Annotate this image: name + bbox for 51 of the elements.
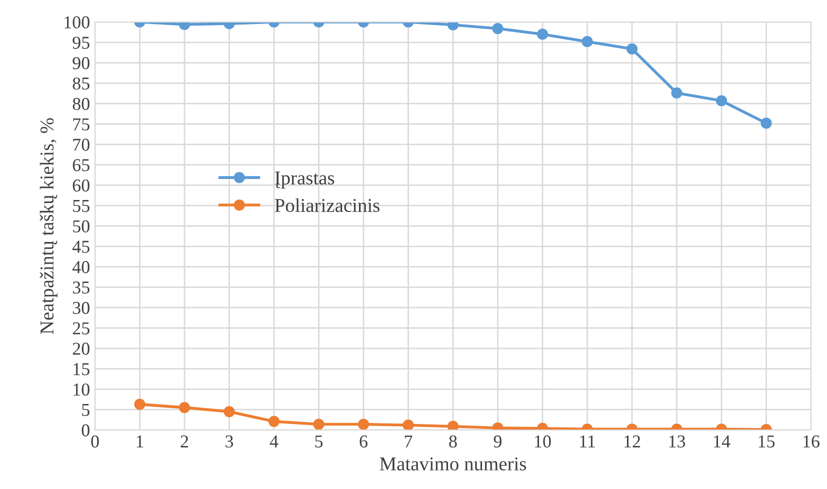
y-tick-label: 50 [73,220,90,232]
y-tick-label: 30 [72,302,90,314]
y-tick-label: 90 [72,57,90,70]
legend-label: Įprastas [275,172,334,188]
y-tick-label: 40 [72,261,90,274]
point [224,406,235,418]
y-tick-label: 25 [72,322,90,334]
y-tick-label: 10 [74,383,90,396]
y-tick-label: 75 [73,118,90,130]
x-tick-label: 2 [180,435,188,448]
x-tick-label: 14 [714,435,730,448]
legend-label: Poliarizacinis [274,198,380,212]
x-tick-label: 10 [535,435,551,448]
y-tick-label: 60 [72,179,90,192]
y-tick-label: 15 [74,363,90,376]
x-tick-label: 8 [449,435,457,448]
y-tick-label: 55 [73,200,90,212]
y-tick-label: 45 [72,240,90,253]
x-tick-label: 6 [360,435,368,448]
x-tick-label: 7 [404,436,412,448]
y-tick-label: 80 [72,98,90,110]
x-tick-label: 13 [669,435,686,448]
point [447,420,459,430]
y-tick-label: 5 [82,404,90,416]
y-tick-label: 0 [82,424,90,436]
x-tick-label: 15 [758,435,775,448]
x-axis-title: Matavimo numeris [380,457,526,470]
point [760,118,772,129]
x-tick-label: 9 [494,435,502,448]
y-axis-title: Neatpažintų taškų kiekis, % [40,118,58,334]
point [358,418,370,430]
y-tick-label: 100 [64,16,90,28]
x-tick-label: 12 [624,435,640,448]
point [268,416,280,427]
x-tick-label: 16 [804,435,820,448]
y-tick-label: 95 [72,36,90,49]
x-tick-label: 5 [315,436,323,448]
point [313,418,324,430]
y-tick-label: 65 [72,159,90,172]
x-tick-label: 0 [91,435,99,448]
x-tick-label: 1 [136,435,144,448]
y-tick-label: 85 [72,77,90,90]
point [178,402,190,414]
point [402,420,414,430]
y-tick-label: 20 [72,342,90,355]
x-tick-label: 3 [226,435,234,448]
point [134,398,146,410]
x-tick-label: 11 [580,435,595,448]
y-tick-label: 70 [73,138,90,151]
x-tick-label: 4 [270,436,278,448]
y-tick-label: 35 [72,282,90,294]
